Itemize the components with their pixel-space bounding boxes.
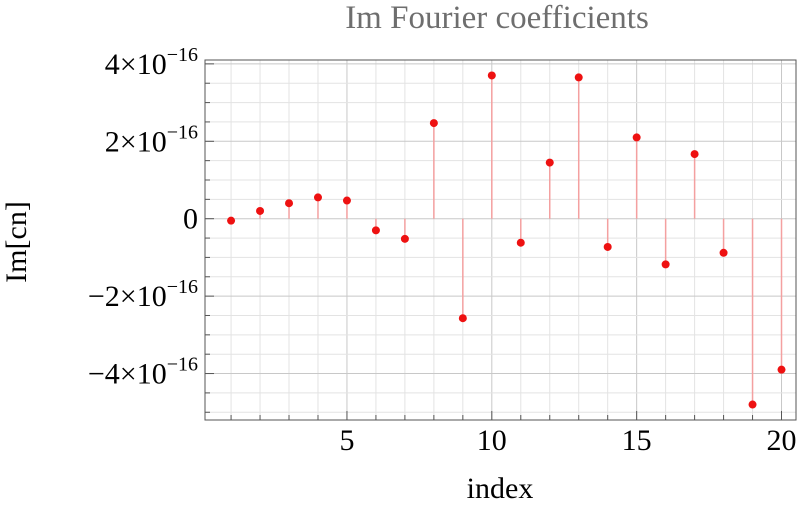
- data-point: [458, 314, 467, 323]
- stems: [230, 75, 783, 405]
- data-point: [777, 365, 786, 374]
- data-point: [313, 193, 322, 202]
- data-point: [748, 400, 757, 409]
- x-tick-label: 5: [339, 424, 354, 457]
- data-point: [690, 150, 699, 159]
- y-tick-exponent: −16: [167, 44, 198, 66]
- y-tick-label: 4×10−16: [105, 44, 198, 81]
- data-point: [719, 248, 728, 257]
- data-point: [371, 226, 380, 235]
- y-tick-label: 0: [183, 203, 198, 236]
- grid: [205, 60, 796, 420]
- data-point: [400, 234, 409, 243]
- x-tick-label: 15: [622, 424, 652, 457]
- y-tick-exponent: −16: [167, 276, 198, 298]
- y-tick-labels: 4×10−16 2×10−16 0 −2×10−16 −4×10−16: [88, 44, 198, 391]
- y-tick-exponent: −16: [167, 354, 198, 376]
- data-point: [603, 242, 612, 251]
- data-point: [429, 119, 438, 128]
- data-point: [661, 260, 670, 269]
- data-point: [285, 199, 294, 208]
- data-point: [342, 196, 351, 205]
- ticks: [205, 63, 783, 420]
- data-point: [574, 73, 583, 82]
- y-tick-label: −2×10−16: [88, 276, 198, 313]
- x-tick-labels: 5 10 15 20: [339, 424, 796, 457]
- x-axis-label: index: [467, 472, 534, 505]
- y-axis-label: Im[cn]: [0, 201, 33, 283]
- x-tick-label: 20: [767, 424, 797, 457]
- data-point: [256, 206, 265, 215]
- chart-title: Im Fourier coefficients: [345, 0, 649, 36]
- data-point: [545, 158, 554, 167]
- y-tick-exponent: −16: [167, 121, 198, 143]
- y-tick-label: 2×10−16: [105, 121, 198, 158]
- points: [227, 71, 786, 409]
- data-point: [227, 216, 236, 225]
- data-point: [632, 133, 641, 142]
- data-point: [487, 71, 496, 80]
- x-tick-label: 10: [477, 424, 507, 457]
- plot-frame: [204, 59, 797, 421]
- y-tick-label: −4×10−16: [88, 354, 198, 391]
- data-point: [516, 238, 525, 247]
